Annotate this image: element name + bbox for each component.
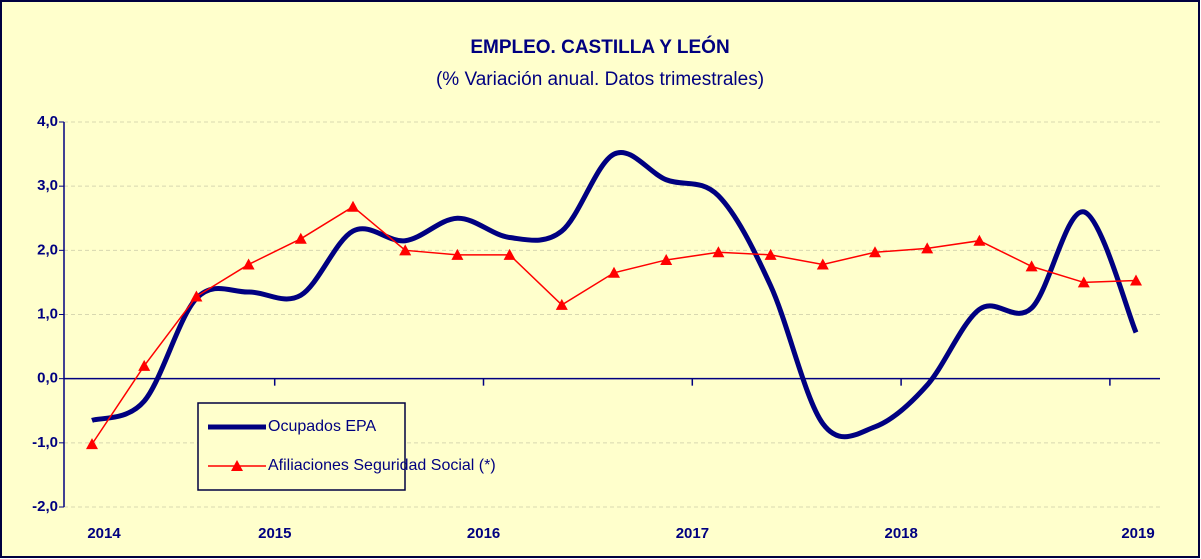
marker [712,246,725,258]
x-tick-label: 2014 [87,525,121,542]
marker [1077,276,1090,288]
y-tick-label: -2,0 [32,498,58,515]
marker [86,438,98,450]
legend-label: Afiliaciones Seguridad Social (*) [268,457,496,474]
x-tick-label: 2018 [885,525,918,542]
y-tick-label: 4,0 [37,113,58,130]
y-tick-label: 0,0 [37,370,58,387]
y-tick-label: 1,0 [37,305,58,322]
marker [138,359,151,371]
marker [869,246,881,258]
x-tick-label: 2017 [676,525,709,542]
legend-marker [231,460,243,471]
marker [660,253,673,265]
x-tick-label: 2015 [258,525,291,542]
marker [347,200,359,212]
marker [399,244,412,256]
x-tick-label: 2019 [1121,525,1154,542]
marker [1025,260,1038,272]
legend-label: Ocupados EPA [268,418,377,435]
marker [921,242,934,254]
series-line [91,149,1139,440]
marker [451,248,464,260]
y-tick-label: 3,0 [37,177,58,194]
marker [242,258,255,270]
marker [816,258,829,270]
legend [197,402,406,491]
marker [555,298,568,310]
marker [973,234,986,246]
chart-subtitle: (% Variación anual. Datos trimestrales) [436,69,764,90]
marker [608,266,620,278]
x-tick-label: 2016 [467,525,500,542]
marker [503,248,516,260]
marker [190,290,203,302]
marker [764,248,777,260]
chart-title: EMPLEO. CASTILLA Y LEÓN [470,36,729,58]
y-tick-label: -1,0 [32,434,58,451]
marker [1130,274,1142,286]
y-tick-label: 2,0 [37,241,58,258]
marker [294,232,307,244]
